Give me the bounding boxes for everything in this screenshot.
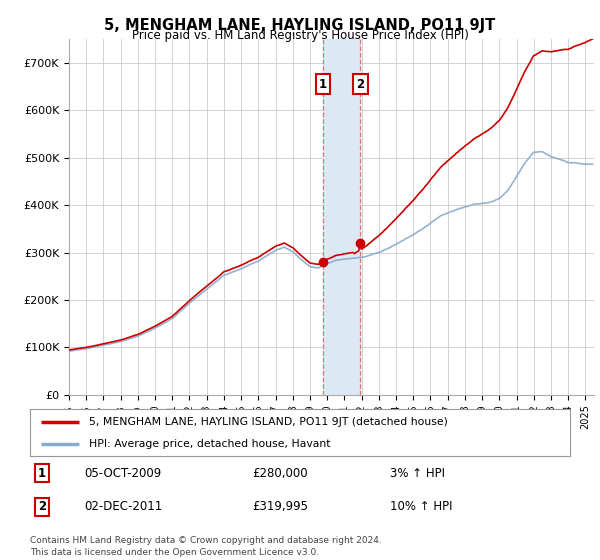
Bar <box>323 39 360 395</box>
Text: 5, MENGHAM LANE, HAYLING ISLAND, PO11 9JT: 5, MENGHAM LANE, HAYLING ISLAND, PO11 9J… <box>104 18 496 33</box>
Text: 2: 2 <box>356 78 364 91</box>
Text: 1: 1 <box>38 466 46 480</box>
Text: £319,995: £319,995 <box>252 500 308 514</box>
Text: 2: 2 <box>38 500 46 514</box>
Text: 05-OCT-2009: 05-OCT-2009 <box>84 466 161 480</box>
Text: 10% ↑ HPI: 10% ↑ HPI <box>390 500 452 514</box>
Text: £280,000: £280,000 <box>252 466 308 480</box>
Text: 1: 1 <box>319 78 327 91</box>
Text: Contains HM Land Registry data © Crown copyright and database right 2024.
This d: Contains HM Land Registry data © Crown c… <box>30 536 382 557</box>
Text: 5, MENGHAM LANE, HAYLING ISLAND, PO11 9JT (detached house): 5, MENGHAM LANE, HAYLING ISLAND, PO11 9J… <box>89 417 448 427</box>
Text: 3% ↑ HPI: 3% ↑ HPI <box>390 466 445 480</box>
Text: HPI: Average price, detached house, Havant: HPI: Average price, detached house, Hava… <box>89 438 331 449</box>
Text: Price paid vs. HM Land Registry's House Price Index (HPI): Price paid vs. HM Land Registry's House … <box>131 29 469 42</box>
Text: 02-DEC-2011: 02-DEC-2011 <box>84 500 162 514</box>
